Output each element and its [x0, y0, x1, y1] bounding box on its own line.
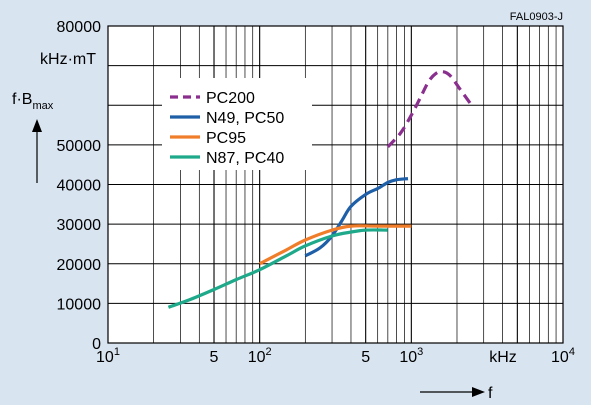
series-layer — [167, 69, 474, 309]
legend-box — [162, 78, 312, 170]
y-tick-label: 40000 — [57, 178, 102, 195]
y-axis-label: f·Bmax — [12, 91, 54, 112]
x-tick-label: 5 — [210, 349, 219, 366]
y-unit-label: kHz·mT — [40, 51, 96, 68]
x-tick-label: 103 — [399, 346, 423, 366]
legend: PC200 N49, PC50 PC95 N87, PC40 — [170, 90, 284, 167]
x-axis-arrow — [420, 387, 485, 397]
y-axis-arrow — [32, 119, 42, 183]
x-tick-label-exponent: 4 — [569, 346, 575, 358]
x-tick-labels: 101 5 102 5 103 104 — [96, 346, 575, 366]
series-line-0 — [386, 69, 474, 148]
plot-border — [107, 25, 564, 344]
x-tick-label-exponent: 2 — [266, 346, 272, 358]
x-tick-label-base: 10 — [399, 349, 417, 366]
x-tick-label-base: 10 — [551, 349, 569, 366]
y-tick-label: 0 — [92, 336, 101, 353]
y-tick-labels: 0 10000 20000 30000 40000 50000 80000 — [57, 19, 102, 353]
y-axis-label-base: f·B — [12, 91, 32, 108]
x-tick-label: 102 — [248, 346, 272, 366]
series-line-3 — [167, 228, 388, 309]
x-tick-label: 104 — [551, 346, 575, 366]
x-axis-label: f — [488, 385, 493, 402]
figure-id: FAL0903-J — [510, 11, 563, 23]
legend-label: N49, PC50 — [206, 110, 284, 127]
x-tick-label-exponent: 1 — [114, 346, 120, 358]
x-tick-label: 101 — [96, 346, 120, 366]
x-tick-label-base: 10 — [248, 349, 266, 366]
y-tick-label: 10000 — [57, 296, 102, 313]
y-tick-label: 50000 — [57, 138, 102, 155]
x-unit-label: kHz — [489, 349, 517, 366]
x-tick-label-exponent: 3 — [417, 346, 423, 358]
y-tick-label: 30000 — [57, 217, 102, 234]
series-line-1 — [304, 177, 409, 258]
x-tick-label: 5 — [361, 349, 370, 366]
x-tick-label-base: 10 — [96, 349, 114, 366]
y-tick-label: 80000 — [57, 19, 102, 36]
legend-label: N87, PC40 — [206, 150, 284, 167]
series-line-2 — [258, 224, 412, 266]
legend-label: PC95 — [206, 130, 246, 147]
legend-label: PC200 — [206, 90, 255, 107]
y-tick-label: 20000 — [57, 257, 102, 274]
y-axis-label-sub: max — [32, 100, 53, 112]
